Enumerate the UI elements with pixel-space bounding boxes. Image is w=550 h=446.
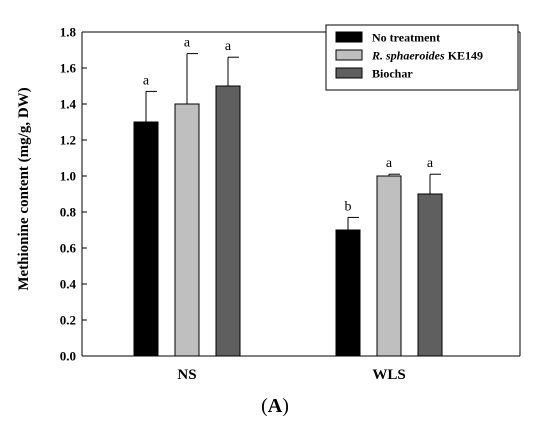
y-tick-label: 1.0: [60, 169, 76, 184]
y-tick-label: 1.2: [60, 133, 76, 148]
y-tick-label: 0.4: [60, 277, 77, 292]
legend-label-suffix: KE149: [445, 49, 483, 63]
significance-letter: a: [184, 36, 191, 51]
bar: [417, 193, 443, 357]
legend-swatch: [335, 67, 363, 79]
legend-label: R. sphaeroides KE149: [371, 49, 483, 63]
significance-letter: a: [427, 156, 434, 171]
y-tick-label: 0.6: [60, 241, 77, 256]
axes: 0.0 0.2 0.4 0.6 0.8 1.0 1.2 1.4 1.6 1.8 NS WLS: [60, 25, 521, 383]
legend: No treatment R. sphaeroides KE149 Biochar: [325, 24, 519, 91]
x-category-label: WLS: [372, 367, 405, 383]
significance-letter: a: [143, 73, 150, 88]
significance-letter: b: [345, 199, 352, 214]
panel-letter: A: [268, 395, 283, 417]
y-tick-label: 1.4: [60, 97, 77, 112]
y-tick-label: 0.2: [60, 313, 76, 328]
panel-label: (A): [261, 395, 289, 417]
significance-letter: a: [386, 156, 393, 171]
legend-label-italic: R. sphaeroides: [371, 49, 445, 63]
y-axis-title: Methionine content (mg/g, DW): [16, 87, 32, 290]
y-tick-label: 1.6: [60, 61, 77, 76]
legend-label: Biochar: [372, 67, 413, 81]
bars: a a a b a a: [133, 36, 443, 357]
significance-letter: a: [225, 39, 232, 54]
y-tick-label: 0.0: [60, 349, 76, 364]
y-tick-label: 1.8: [60, 25, 77, 40]
bar: [174, 103, 200, 357]
bar: [376, 175, 402, 357]
y-tick-label: 0.8: [60, 205, 77, 220]
x-category-label: NS: [177, 367, 196, 383]
bar: [215, 85, 241, 357]
bar: [133, 121, 159, 357]
legend-swatch: [335, 49, 363, 61]
legend-label: No treatment: [372, 31, 440, 45]
bar: [335, 229, 361, 357]
legend-swatch: [335, 31, 363, 43]
